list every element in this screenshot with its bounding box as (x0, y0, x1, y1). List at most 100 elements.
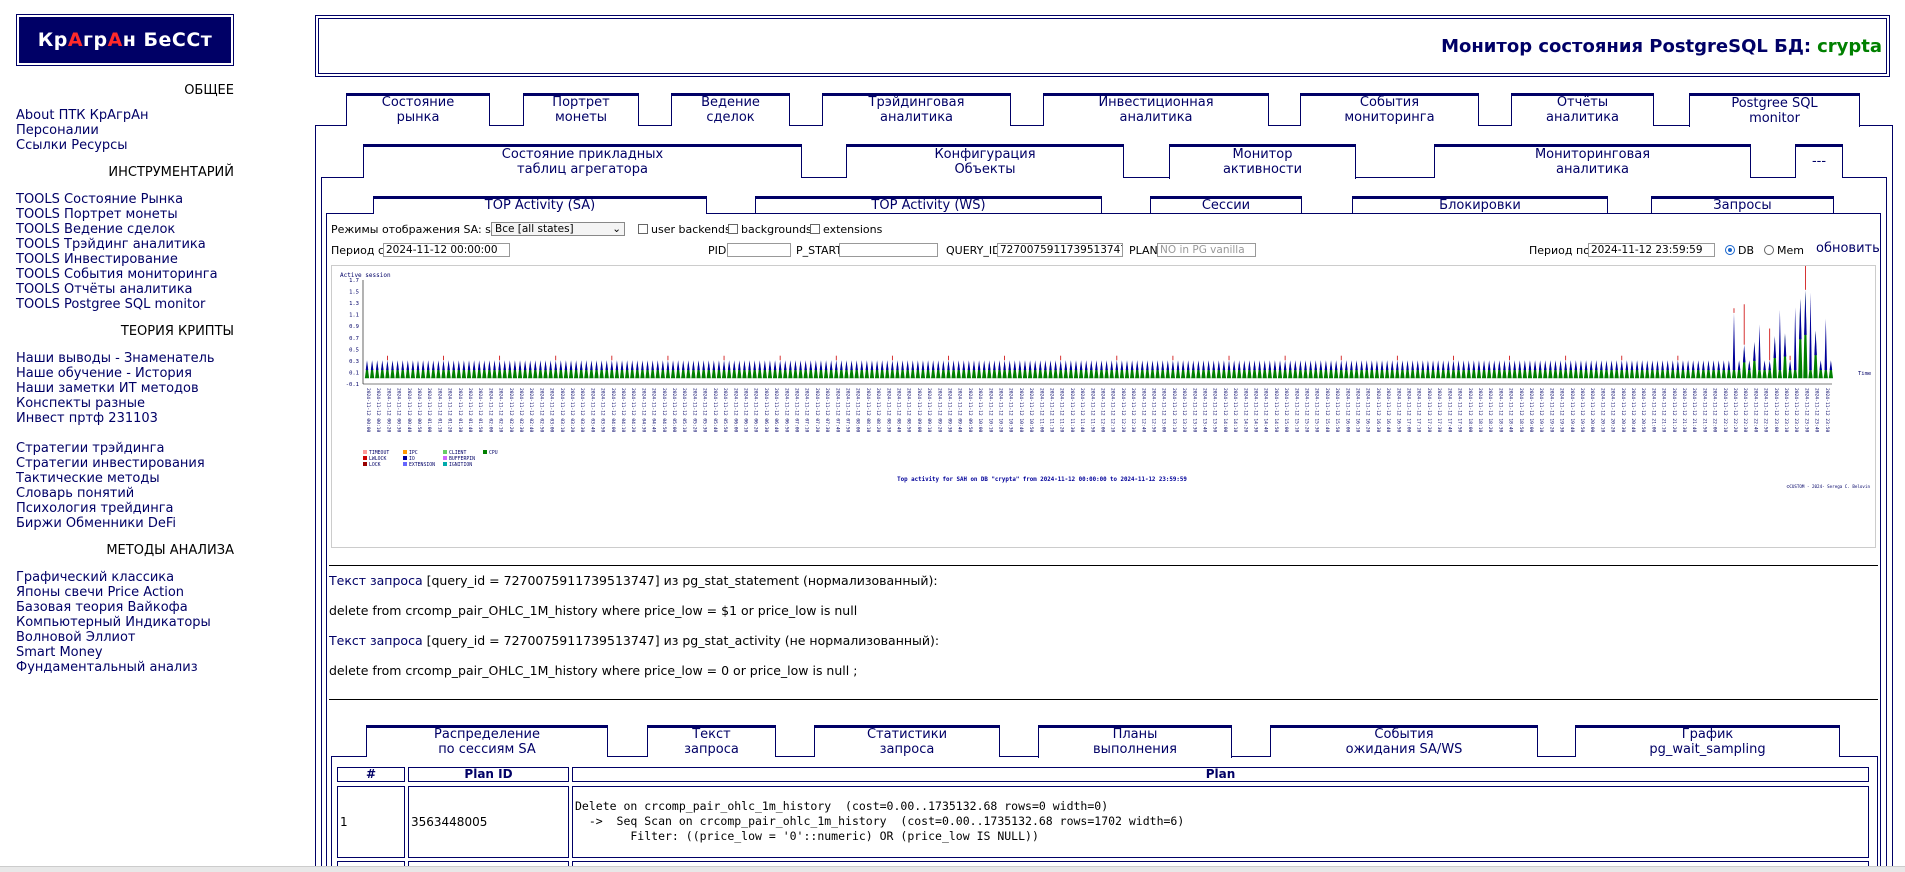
x-tick-label: 2024-11-12 13:40 (1202, 388, 1208, 432)
period-to-input[interactable]: 2024-11-12 23:59:59 (1588, 243, 1715, 257)
legend-swatch (363, 462, 367, 466)
tab-wait-events[interactable]: События ожидания SA/WS (1270, 725, 1538, 757)
sidebar-link[interactable]: TOOLS Postgree SQL monitor (16, 297, 206, 312)
chart-mark-io (615, 360, 619, 371)
sidebar-link[interactable]: Smart Money (16, 645, 103, 660)
tab-investment-analytics[interactable]: Инвестиционная аналитика (1043, 93, 1269, 126)
tab-app-tables[interactable]: Состояние прикладных таблиц агрегатора (363, 144, 802, 178)
sidebar-link[interactable]: Психология трейдинга (16, 501, 174, 516)
sidebar-link[interactable]: TOOLS Портрет монеты (16, 207, 178, 222)
refresh-link[interactable]: обновить (1816, 241, 1880, 256)
tab-query-text[interactable]: Текст запроса (647, 725, 776, 757)
x-tick-label: 2024-11-12 23:10 (1783, 388, 1789, 432)
x-tick-label: 2024-11-12 22:00 (1712, 388, 1718, 432)
tab-trading-analytics[interactable]: Трэйдинговая аналитика (822, 93, 1011, 126)
sidebar-link[interactable]: Наши выводы - Знаменатель (16, 351, 215, 366)
horizontal-scrollbar[interactable] (0, 866, 1905, 872)
sidebar-link[interactable]: Персоналии (16, 123, 99, 138)
tab-postgresql-monitor[interactable]: Postgree SQL monitor (1689, 93, 1860, 127)
sidebar-link[interactable]: TOOLS Отчёты аналитика (16, 282, 193, 297)
extensions-checkbox[interactable]: extensions (810, 223, 882, 236)
x-tick-label: 2024-11-12 02:10 (498, 388, 504, 432)
sidebar-link[interactable]: Фундаментальный анализ (16, 660, 198, 675)
pid-input[interactable] (727, 243, 791, 257)
x-tick-label: 2024-11-12 04:30 (640, 388, 646, 432)
tab-market-state[interactable]: Состояние рынка (346, 93, 490, 126)
sidebar-link[interactable]: About ПТК КрАгрАн (16, 108, 149, 123)
chart-mark-io (896, 360, 899, 371)
tab-monitoring-analytics[interactable]: Мониторинговая аналитика (1434, 144, 1751, 178)
x-tick-label: 2024-11-12 21:30 (1681, 388, 1687, 432)
sidebar-link[interactable]: Тактические методы (16, 471, 160, 486)
db-radio[interactable]: DB (1725, 244, 1754, 257)
sidebar-link[interactable]: Ссылки Ресурсы (16, 138, 128, 153)
chart-mark-io (391, 360, 394, 371)
tab-locks[interactable]: Блокировки (1352, 196, 1608, 213)
tab-trades[interactable]: Ведение сделок (671, 93, 790, 126)
chart-mark-io (1396, 360, 1399, 371)
sidebar-heading-methods: МЕТОДЫ АНАЛИЗА (106, 543, 234, 558)
chart-mark-io (508, 360, 512, 371)
chart-mark-io (1696, 360, 1700, 371)
query-id-label: QUERY_ID (946, 244, 1001, 257)
sidebar-link[interactable]: TOOLS Ведение сделок (16, 222, 176, 237)
x-tick-label: 2024-11-12 23:20 (1793, 388, 1799, 432)
sidebar-link[interactable]: TOOLS Инвестирование (16, 252, 178, 267)
x-tick-label: 2024-11-12 21:00 (1650, 388, 1656, 432)
query-id-input[interactable]: 7270075911739513747 (997, 243, 1123, 257)
chart-mark-io (1309, 360, 1312, 371)
user-backends-checkbox[interactable]: user backends (638, 223, 731, 236)
sidebar-link[interactable]: Стратегии инвестирования (16, 456, 205, 471)
tab-reports[interactable]: Отчёты аналитика (1511, 93, 1654, 126)
sidebar-link[interactable]: Наши заметки ИТ методов (16, 381, 199, 396)
state-select[interactable]: Все [all states] ⌄ (491, 222, 625, 236)
plan-input[interactable]: NO in PG vanilla (1157, 243, 1256, 257)
sidebar-link[interactable]: Инвест пртф 231103 (16, 411, 158, 426)
x-tick-label: 2024-11-12 01:00 (426, 388, 432, 432)
sidebar-link[interactable]: Словарь понятий (16, 486, 135, 501)
tab-sessions[interactable]: Сессии (1150, 196, 1302, 213)
sidebar-link[interactable]: TOOLS Состояние Рынка (16, 192, 184, 207)
sidebar-link[interactable]: Японы свечи Price Action (16, 585, 185, 600)
sidebar-link[interactable]: Конспекты разные (16, 396, 146, 411)
x-tick-label: 2024-11-12 10:30 (1008, 388, 1014, 432)
x-tick-label: 2024-11-12 17:10 (1416, 388, 1422, 432)
chart-mark-io (437, 360, 440, 371)
sidebar-link[interactable]: Биржи Обменники DeFi (16, 516, 176, 531)
sidebar-link[interactable]: Волновой Эллиот (16, 630, 136, 645)
query-text-link[interactable]: Текст запроса (329, 573, 423, 588)
x-tick-label: 2024-11-12 06:10 (742, 388, 748, 432)
backgrounds-checkbox[interactable]: backgrounds (728, 223, 812, 236)
tab-monitoring-events[interactable]: События мониторинга (1300, 93, 1479, 126)
chart-mark-io (574, 360, 578, 371)
query-heading-raw: Текст запроса [query_id = 72700759117395… (329, 633, 940, 648)
chart-mark-io (1426, 360, 1430, 371)
tab-coin-portrait[interactable]: Портрет монеты (523, 93, 639, 126)
query-text-link[interactable]: Текст запроса (329, 633, 423, 648)
tab-more[interactable]: --- (1795, 144, 1843, 178)
sidebar-link[interactable]: Базовая теория Вайкофа (16, 600, 188, 615)
chart-mark-io (1345, 360, 1348, 371)
x-tick-label: 2024-11-12 08:50 (906, 388, 912, 432)
tab-execution-plans[interactable]: Планы выполнения (1038, 725, 1232, 758)
tab-queries[interactable]: Запросы (1651, 196, 1834, 213)
period-from-input[interactable]: 2024-11-12 00:00:00 (383, 243, 510, 257)
chart-mark-io (957, 360, 960, 371)
sidebar-link[interactable]: Компьютерный Индикаторы (16, 615, 211, 630)
x-tick-label: 2024-11-12 19:40 (1569, 388, 1575, 432)
tab-configuration[interactable]: Конфигурация Объекты (846, 144, 1124, 178)
tab-session-distribution[interactable]: Распределение по сессиям SA (366, 725, 608, 757)
sidebar-link[interactable]: Стратегии трэйдинга (16, 441, 165, 456)
pstart-input[interactable] (839, 243, 938, 257)
sidebar-link[interactable]: Графический классика (16, 570, 175, 585)
tab-query-stats[interactable]: Статистики запроса (814, 725, 1000, 757)
tab-wait-sampling-chart[interactable]: График pg_wait_sampling (1575, 725, 1840, 757)
sidebar-link[interactable]: Наше обучение - История (16, 366, 192, 381)
tab-top-activity-sa[interactable]: TOP Activity (SA) (373, 196, 707, 214)
tab-top-activity-ws[interactable]: TOP Activity (WS) (755, 196, 1102, 213)
mem-radio[interactable]: Mem (1764, 244, 1804, 257)
tab-activity-monitor[interactable]: Монитор активности (1169, 144, 1356, 179)
sidebar-link[interactable]: TOOLS События мониторинга (16, 267, 218, 282)
sidebar-link[interactable]: TOOLS Трэйдинг аналитика (16, 237, 206, 252)
